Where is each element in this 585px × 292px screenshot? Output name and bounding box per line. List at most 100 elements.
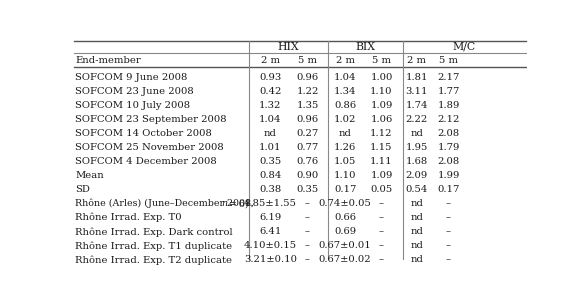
- Text: 1.02: 1.02: [334, 115, 356, 124]
- Text: –: –: [446, 213, 451, 222]
- Text: –: –: [379, 213, 384, 222]
- Text: 1.81: 1.81: [405, 73, 428, 82]
- Text: –: –: [305, 199, 310, 208]
- Text: 3.11: 3.11: [405, 87, 428, 96]
- Text: 0.76: 0.76: [297, 157, 319, 166]
- Text: –: –: [305, 227, 310, 236]
- Text: 0.67±0.02: 0.67±0.02: [319, 256, 371, 264]
- Text: 1.06: 1.06: [370, 115, 393, 124]
- Text: 1.79: 1.79: [438, 143, 460, 152]
- Text: = 6): = 6): [227, 199, 249, 208]
- Text: 0.69: 0.69: [334, 227, 356, 236]
- Text: –: –: [446, 199, 451, 208]
- Text: 0.35: 0.35: [297, 185, 319, 194]
- Text: –: –: [379, 256, 384, 264]
- Text: 0.93: 0.93: [259, 73, 281, 82]
- Text: 4.85±1.55: 4.85±1.55: [244, 199, 297, 208]
- Text: Rhône Irrad. Exp. Dark control: Rhône Irrad. Exp. Dark control: [75, 227, 233, 237]
- Text: 1.26: 1.26: [334, 143, 356, 152]
- Text: n: n: [221, 199, 228, 208]
- Text: 0.05: 0.05: [370, 185, 393, 194]
- Text: nd: nd: [410, 129, 423, 138]
- Text: 1.74: 1.74: [405, 101, 428, 110]
- Text: 1.05: 1.05: [334, 157, 356, 166]
- Text: 2 m: 2 m: [407, 56, 426, 65]
- Text: 2.12: 2.12: [438, 115, 460, 124]
- Text: Rhône (Arles) (June–December 2008,: Rhône (Arles) (June–December 2008,: [75, 199, 257, 208]
- Text: 1.15: 1.15: [370, 143, 393, 152]
- Text: 0.17: 0.17: [334, 185, 356, 194]
- Text: HIX: HIX: [278, 42, 300, 52]
- Text: 0.67±0.01: 0.67±0.01: [319, 241, 371, 250]
- Text: 0.74±0.05: 0.74±0.05: [319, 199, 371, 208]
- Text: End-member: End-member: [75, 56, 141, 65]
- Text: 1.35: 1.35: [297, 101, 319, 110]
- Text: Rhône Irrad. Exp. T1 duplicate: Rhône Irrad. Exp. T1 duplicate: [75, 241, 232, 251]
- Text: 2 m: 2 m: [261, 56, 280, 65]
- Text: BIX: BIX: [356, 42, 376, 52]
- Text: SOFCOM 10 July 2008: SOFCOM 10 July 2008: [75, 101, 191, 110]
- Text: nd: nd: [339, 129, 352, 138]
- Text: nd: nd: [410, 256, 423, 264]
- Text: 0.96: 0.96: [297, 115, 319, 124]
- Text: 0.77: 0.77: [297, 143, 319, 152]
- Text: –: –: [446, 241, 451, 250]
- Text: –: –: [446, 256, 451, 264]
- Text: SOFCOM 25 November 2008: SOFCOM 25 November 2008: [75, 143, 224, 152]
- Text: SOFCOM 9 June 2008: SOFCOM 9 June 2008: [75, 73, 188, 82]
- Text: 6.41: 6.41: [259, 227, 281, 236]
- Text: 6.19: 6.19: [259, 213, 281, 222]
- Text: –: –: [305, 241, 310, 250]
- Text: SOFCOM 4 December 2008: SOFCOM 4 December 2008: [75, 157, 217, 166]
- Text: SD: SD: [75, 185, 90, 194]
- Text: 0.86: 0.86: [334, 101, 356, 110]
- Text: 1.00: 1.00: [370, 73, 393, 82]
- Text: 5 m: 5 m: [298, 56, 317, 65]
- Text: 1.32: 1.32: [259, 101, 281, 110]
- Text: –: –: [379, 199, 384, 208]
- Text: 5 m: 5 m: [439, 56, 458, 65]
- Text: 0.17: 0.17: [438, 185, 460, 194]
- Text: 2.08: 2.08: [438, 157, 460, 166]
- Text: nd: nd: [410, 213, 423, 222]
- Text: –: –: [379, 227, 384, 236]
- Text: 1.10: 1.10: [370, 87, 393, 96]
- Text: 1.22: 1.22: [297, 87, 319, 96]
- Text: 1.09: 1.09: [370, 101, 393, 110]
- Text: 2.09: 2.09: [405, 171, 428, 180]
- Text: –: –: [305, 256, 310, 264]
- Text: 1.77: 1.77: [438, 87, 460, 96]
- Text: 2.08: 2.08: [438, 129, 460, 138]
- Text: M/C: M/C: [453, 42, 476, 52]
- Text: 1.89: 1.89: [438, 101, 460, 110]
- Text: SOFCOM 23 September 2008: SOFCOM 23 September 2008: [75, 115, 227, 124]
- Text: 0.38: 0.38: [259, 185, 281, 194]
- Text: –: –: [446, 227, 451, 236]
- Text: 0.84: 0.84: [259, 171, 281, 180]
- Text: –: –: [305, 213, 310, 222]
- Text: 3.21±0.10: 3.21±0.10: [244, 256, 297, 264]
- Text: 1.09: 1.09: [370, 171, 393, 180]
- Text: 0.42: 0.42: [259, 87, 281, 96]
- Text: Mean: Mean: [75, 171, 104, 180]
- Text: Rhône Irrad. Exp. T0: Rhône Irrad. Exp. T0: [75, 213, 182, 223]
- Text: 0.66: 0.66: [334, 213, 356, 222]
- Text: 1.95: 1.95: [405, 143, 428, 152]
- Text: 2.17: 2.17: [438, 73, 460, 82]
- Text: 1.01: 1.01: [259, 143, 281, 152]
- Text: 1.68: 1.68: [405, 157, 428, 166]
- Text: 0.90: 0.90: [297, 171, 319, 180]
- Text: nd: nd: [410, 241, 423, 250]
- Text: 1.04: 1.04: [334, 73, 356, 82]
- Text: 1.04: 1.04: [259, 115, 281, 124]
- Text: 0.27: 0.27: [297, 129, 319, 138]
- Text: 1.11: 1.11: [370, 157, 393, 166]
- Text: SOFCOM 23 June 2008: SOFCOM 23 June 2008: [75, 87, 194, 96]
- Text: nd: nd: [264, 129, 277, 138]
- Text: 2.22: 2.22: [405, 115, 428, 124]
- Text: 4.10±0.15: 4.10±0.15: [244, 241, 297, 250]
- Text: 0.54: 0.54: [405, 185, 428, 194]
- Text: 0.96: 0.96: [297, 73, 319, 82]
- Text: 2 m: 2 m: [336, 56, 355, 65]
- Text: 1.99: 1.99: [438, 171, 460, 180]
